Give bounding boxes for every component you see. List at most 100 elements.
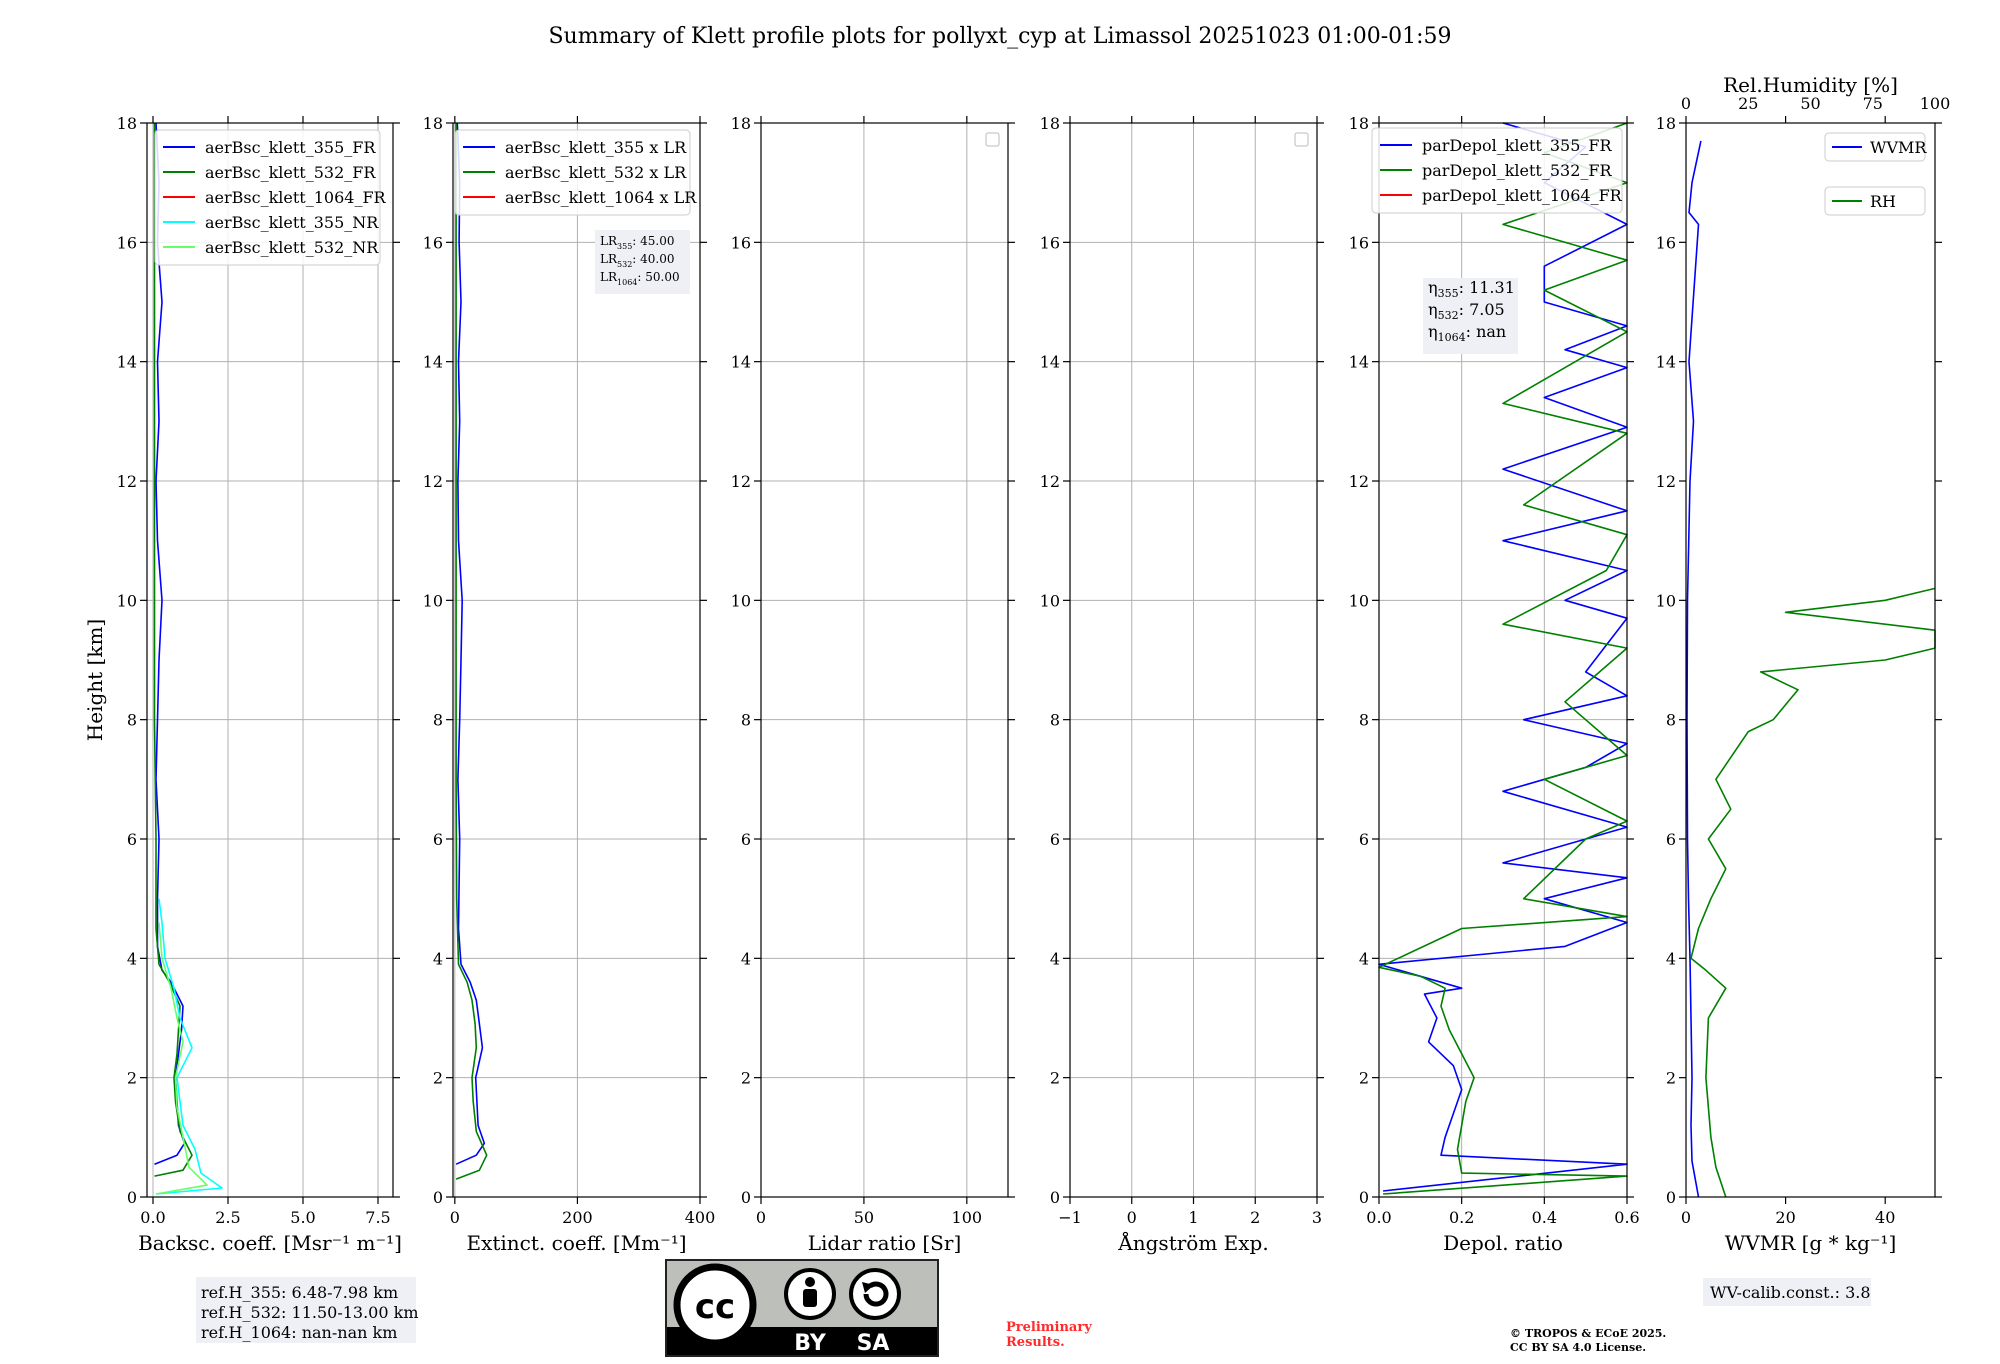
x-tick-label: 40 <box>1875 1208 1895 1227</box>
x-tick-label: 0.2 <box>1449 1208 1474 1227</box>
y-tick-label: 16 <box>1349 233 1369 252</box>
y-tick-label: 14 <box>1656 353 1676 372</box>
annotation-line: LR532: 40.00 <box>600 252 675 269</box>
x-tick-label: 0.0 <box>1366 1208 1391 1227</box>
series-line-aerBsc_klett_532_NR <box>155 922 208 1195</box>
y-tick-label: 4 <box>433 949 443 968</box>
x-tick-label: 1 <box>1188 1208 1198 1227</box>
series-line-parDepol_klett_355_FR <box>1378 122 1628 1192</box>
reference-height-box: ref.H_355: 6.48-7.98 km ref.H_532: 11.50… <box>196 1277 419 1343</box>
x-tick-label: 0 <box>450 1208 460 1227</box>
panel-lidar_ratio: 0 50 100 0 2 4 6 8 10 12 14 16 18 Lidar ratio [Sr] <box>731 114 1015 1255</box>
legend-label: aerBsc_klett_355 x LR <box>505 138 687 157</box>
by-icon-head <box>805 1277 815 1287</box>
y-tick-label: 18 <box>1040 114 1060 133</box>
x-tick-label: 0.4 <box>1532 1208 1557 1227</box>
annotation-value: : 50.00 <box>637 270 679 284</box>
y-tick-label: 10 <box>423 591 443 610</box>
y-tick-label: 2 <box>127 1069 137 1088</box>
ref-height-355: ref.H_355: 6.48-7.98 km <box>201 1283 398 1302</box>
annotation-line: LR1064: 50.00 <box>600 270 680 287</box>
x-axis-label: Backsc. coeff. [Msr⁻¹ m⁻¹] <box>138 1231 402 1255</box>
y-tick-label: 8 <box>741 711 751 730</box>
x-tick-label: 0 <box>756 1208 766 1227</box>
series-line-aerBsc_klett_355 x LR <box>455 122 486 1165</box>
y-tick-label: 10 <box>1656 591 1676 610</box>
sa-icon-arrowhead <box>862 1282 874 1293</box>
legend-label: aerBsc_klett_355_FR <box>205 138 376 157</box>
annotation-line: η1064: nan <box>1428 322 1506 344</box>
x-tick-label: 3 <box>1312 1208 1322 1227</box>
y-tick-label: 16 <box>1656 233 1676 252</box>
badge-sa-label: SA <box>857 1331 890 1356</box>
y-tick-label: 14 <box>1349 353 1369 372</box>
y-tick-label: 0 <box>1050 1188 1060 1207</box>
annotation-symbol: η <box>1428 300 1438 319</box>
y-tick-label: 18 <box>423 114 443 133</box>
legend-box <box>1824 132 1926 162</box>
wv-calibration-constant: WV-calib.const.: 3.8 <box>1710 1283 1871 1302</box>
legend-box <box>454 129 691 216</box>
wv-calibration-box-bg <box>1703 1278 1871 1306</box>
panel-frame <box>452 122 701 1198</box>
legend-label: aerBsc_klett_1064 x LR <box>505 188 697 207</box>
panel-depolarization: 0.0 0.2 0.4 0.6 0 2 4 6 8 10 12 14 16 18 Depol. ratio p… <box>1349 114 1640 1255</box>
y-tick-label: 14 <box>423 353 443 372</box>
figure-title: Summary of Klett profile plots for polly… <box>548 24 1451 49</box>
ref-height-532: ref.H_532: 11.50-13.00 km <box>201 1303 419 1322</box>
legend-box <box>154 129 381 266</box>
annotation-symbol: LR <box>600 252 618 266</box>
by-icon-body <box>803 1289 817 1307</box>
badge-by-label: BY <box>794 1331 827 1356</box>
panel-frame <box>1685 122 1936 1198</box>
x-tick-label: −1 <box>1058 1208 1082 1227</box>
panel-extinction: 0 200 400 0 2 4 6 8 10 12 14 16 18 Extinct. coeff. [M… <box>423 114 716 1255</box>
cc-icon <box>673 1263 757 1347</box>
x-tick-label: 200 <box>562 1208 593 1227</box>
y-tick-label: 10 <box>1040 591 1060 610</box>
annotation-symbol: LR <box>600 270 618 284</box>
y-tick-label: 16 <box>117 233 137 252</box>
series-line-RH <box>1690 587 1936 1198</box>
y-tick-label: 4 <box>741 949 751 968</box>
panel-frame <box>760 122 1009 1198</box>
annotation-value: : 45.00 <box>632 234 674 248</box>
y-tick-label: 14 <box>731 353 751 372</box>
cc-by-sa-badge: cc BY SA <box>665 1259 939 1357</box>
y-tick-label: 4 <box>1359 949 1369 968</box>
legend-label: aerBsc_klett_532_NR <box>205 238 379 257</box>
y-tick-label: 0 <box>1359 1188 1369 1207</box>
legend-box <box>1824 186 1926 216</box>
copyright-line1: © TROPOS & ECoE 2025. <box>1510 1327 1666 1340</box>
preliminary-results-line1: Preliminary <box>1006 1320 1092 1335</box>
y-tick-label: 6 <box>741 830 751 849</box>
x-tick-label: 0.6 <box>1614 1208 1639 1227</box>
x-tick-label: 0 <box>1127 1208 1137 1227</box>
annotation-subscript: 532 <box>617 260 632 269</box>
y-tick-label: 0 <box>1666 1188 1676 1207</box>
y-tick-label: 8 <box>433 711 443 730</box>
annotation-box <box>595 230 690 294</box>
legend-label: aerBsc_klett_532 x LR <box>505 163 687 182</box>
copyright-line2: CC BY SA 4.0 License. <box>1510 1341 1646 1354</box>
y-tick-label: 16 <box>423 233 443 252</box>
legend-label: parDepol_klett_1064_FR <box>1422 186 1623 205</box>
y-tick-label: 12 <box>423 472 443 491</box>
annotation-box <box>1423 278 1518 354</box>
y-tick-label: 4 <box>1666 949 1676 968</box>
panel-backscatter: 0.0 2.5 5.0 7.5 0 2 4 6 8 10 12 14 16 18 Backsc. coeff… <box>117 114 402 1255</box>
panel-water_vapor: 0 20 40 0 2 4 6 8 10 12 14 16 18 WVMR [g * kg⁻¹] 0 25 50… <box>1656 73 1951 1255</box>
y-tick-label: 4 <box>1050 949 1060 968</box>
y-tick-label: 2 <box>1050 1069 1060 1088</box>
y-tick-label: 6 <box>1359 830 1369 849</box>
y-tick-label: 12 <box>731 472 751 491</box>
annotation-subscript: 1064 <box>617 278 637 287</box>
annotation-line: η355: 11.31 <box>1428 278 1515 300</box>
y-tick-label: 10 <box>117 591 137 610</box>
y-tick-label: 12 <box>1040 472 1060 491</box>
top-x-axis-label: Rel.Humidity [%] <box>1723 73 1898 97</box>
y-tick-label: 12 <box>1349 472 1369 491</box>
